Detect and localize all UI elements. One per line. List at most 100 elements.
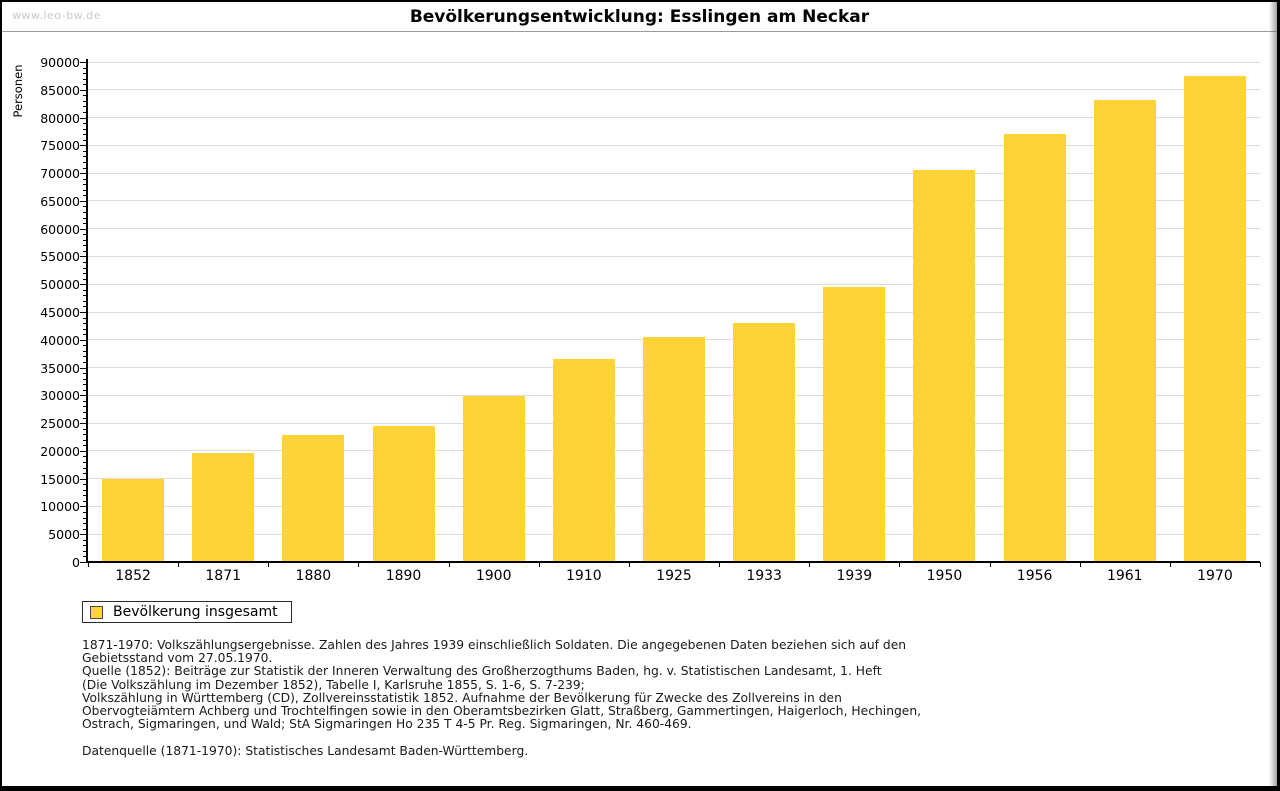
y-tick	[83, 239, 86, 241]
y-tick	[80, 367, 86, 369]
x-tick-label-1871: 1871	[205, 568, 242, 584]
x-tick	[809, 562, 811, 567]
y-tick	[83, 523, 86, 525]
y-tick	[80, 117, 86, 119]
x-tick	[358, 562, 360, 567]
gridline	[88, 144, 1260, 146]
y-tick	[83, 206, 86, 208]
y-tick	[83, 495, 86, 497]
x-tick	[899, 562, 901, 567]
y-tick-label: 35000	[40, 360, 80, 376]
note-line: Quelle (1852): Beiträge zur Statistik de…	[82, 664, 882, 679]
y-tick	[83, 550, 86, 552]
y-tick	[83, 434, 86, 436]
x-tick-label-1933: 1933	[746, 568, 782, 584]
y-tick	[83, 195, 86, 197]
y-tick	[83, 289, 86, 291]
bar-1939	[823, 287, 886, 562]
gridline	[88, 311, 1260, 313]
gridline	[88, 228, 1260, 230]
y-tick	[83, 467, 86, 469]
y-tick	[83, 73, 86, 75]
y-tick	[80, 534, 86, 536]
note-line: Datenquelle (1871-1970): Statistisches L…	[82, 743, 529, 758]
y-tick	[83, 300, 86, 302]
y-tick	[83, 178, 86, 180]
note-line: 1871-1970: Volkszählungsergebnisse. Zahl…	[82, 638, 907, 652]
y-tick	[83, 545, 86, 547]
y-tick	[83, 406, 86, 408]
y-tick	[83, 512, 86, 513]
y-tick	[83, 189, 86, 191]
y-tick	[80, 395, 86, 397]
y-tick	[83, 134, 86, 136]
bar-1961	[1093, 100, 1156, 562]
gridline	[88, 89, 1260, 91]
y-tick	[83, 389, 86, 391]
bar-1956	[1003, 133, 1066, 562]
x-tick	[268, 562, 270, 567]
y-tick	[83, 528, 86, 530]
note-line: Obervogteiämtern Achberg und Trochtelfin…	[82, 704, 922, 719]
x-axis	[86, 561, 1260, 563]
x-tick	[719, 562, 721, 567]
x-tick-label-1890: 1890	[385, 568, 422, 584]
y-tick	[83, 128, 86, 130]
y-tick	[80, 423, 86, 425]
y-tick	[83, 273, 86, 275]
y-tick	[80, 89, 86, 91]
y-tick	[83, 223, 86, 225]
gridline	[88, 61, 1260, 63]
bar-1933	[733, 322, 796, 562]
y-tick	[83, 212, 86, 213]
y-tick	[83, 217, 86, 219]
y-tick	[83, 139, 86, 141]
footnotes: 1871-1970: Volkszählungsergebnisse. Zahl…	[82, 638, 922, 758]
gridline	[88, 200, 1260, 202]
y-tick	[80, 450, 86, 452]
y-tick	[83, 123, 86, 125]
y-tick	[83, 439, 86, 441]
y-tick	[83, 106, 86, 108]
bar-1852	[102, 479, 165, 562]
x-tick-label-1970: 1970	[1197, 568, 1233, 584]
y-tick	[83, 184, 86, 186]
y-tick-label: 0	[72, 555, 80, 570]
x-tick-label-1956: 1956	[1016, 568, 1053, 584]
gridline	[88, 283, 1260, 285]
x-tick-label-1900: 1900	[475, 568, 512, 584]
x-tick	[628, 562, 630, 567]
y-tick-label: 90000	[40, 55, 80, 70]
note-line: (Die Volkszählung im Dezember 1852), Tab…	[82, 677, 585, 692]
bar-1910	[552, 359, 615, 562]
y-tick	[83, 323, 86, 325]
y-tick	[83, 345, 86, 347]
y-tick	[83, 167, 86, 169]
legend: Bevölkerung insgesamt	[82, 601, 292, 623]
y-tick	[83, 445, 86, 447]
y-tick	[83, 417, 86, 419]
y-tick	[83, 84, 86, 86]
y-tick	[83, 250, 86, 252]
y-tick	[80, 562, 86, 563]
y-tick	[80, 228, 86, 230]
y-tick-label: 70000	[40, 166, 80, 182]
y-tick	[83, 473, 86, 475]
y-tick	[83, 306, 86, 308]
y-tick	[80, 312, 86, 313]
y-tick-label: 85000	[40, 82, 80, 98]
y-tick	[83, 378, 86, 380]
y-tick-label: 45000	[40, 305, 80, 320]
y-tick	[83, 67, 86, 69]
y-tick	[83, 267, 86, 269]
y-tick-label: 60000	[40, 221, 80, 237]
y-tick	[83, 373, 86, 375]
y-tick	[83, 350, 86, 352]
x-tick	[448, 562, 450, 567]
y-tick	[83, 328, 86, 330]
y-tick	[83, 517, 86, 519]
y-tick	[80, 145, 86, 147]
note-line: Volkszählung in Württemberg (CD), Zollve…	[82, 690, 842, 705]
y-tick	[83, 412, 86, 413]
y-tick	[83, 112, 86, 113]
